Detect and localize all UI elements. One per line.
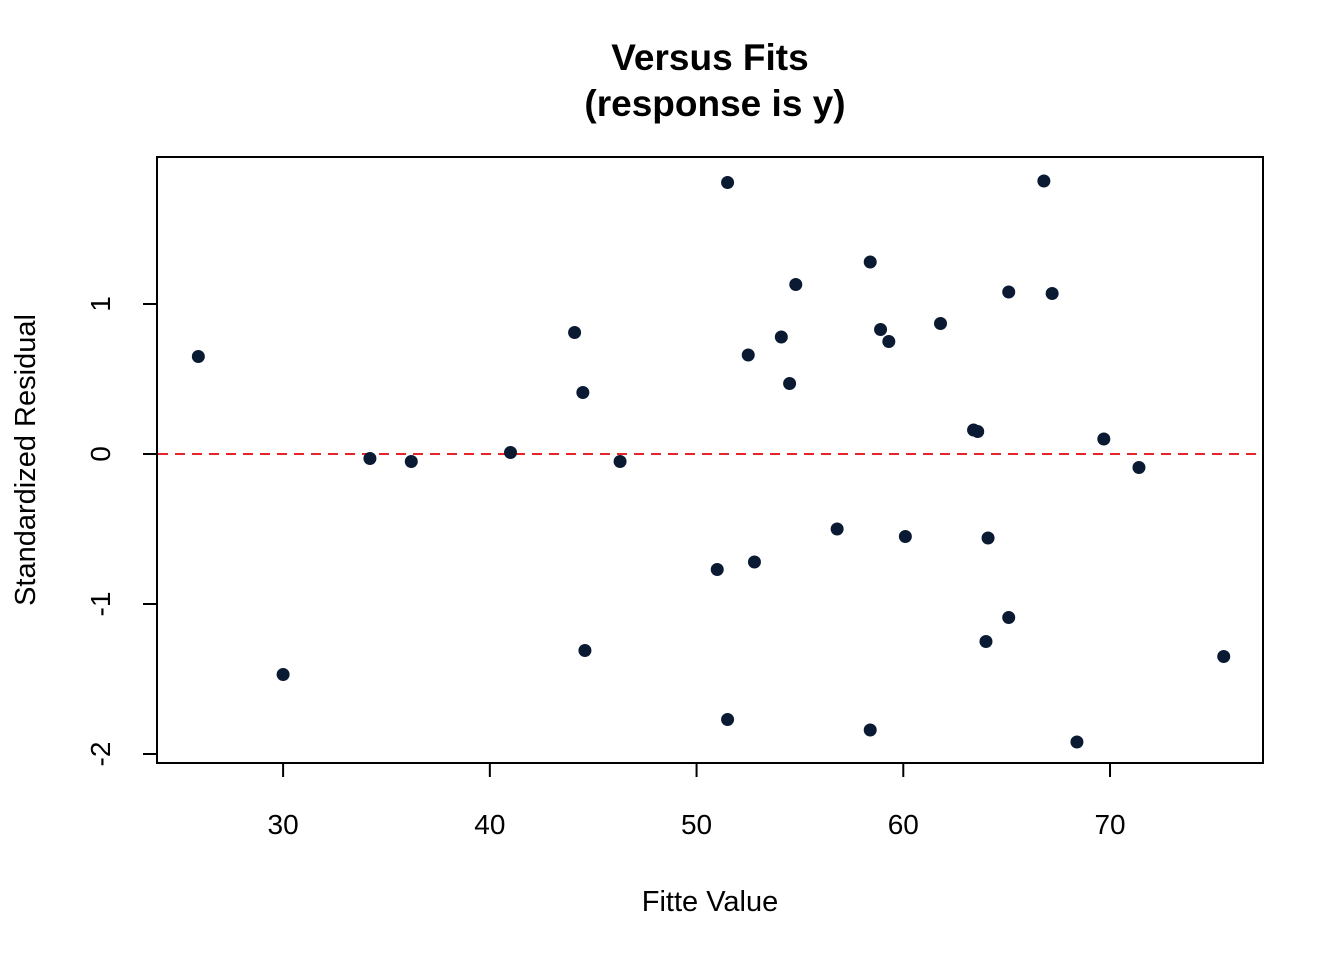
data-point — [774, 330, 788, 344]
x-tick-label: 50 — [681, 809, 712, 840]
y-axis-label: Standardized Residual — [10, 314, 42, 606]
data-point — [710, 563, 724, 576]
data-point — [741, 348, 755, 362]
data-point — [504, 446, 518, 459]
data-point — [1037, 174, 1051, 188]
x-axis: 30 40 50 60 70 — [268, 762, 1126, 840]
y-axis: -2 -1 0 1 — [85, 296, 158, 767]
data-point — [363, 452, 377, 465]
plot-frame — [156, 156, 1264, 764]
data-point — [721, 713, 735, 726]
data-point — [1070, 735, 1084, 749]
data-point — [882, 335, 896, 348]
data-point — [578, 644, 592, 657]
chart-subtitle: (response is y) — [584, 83, 845, 124]
data-point — [404, 455, 418, 468]
data-point — [576, 386, 590, 399]
data-point — [979, 635, 993, 648]
data-point — [191, 350, 205, 363]
data-point — [783, 377, 797, 390]
x-tick-label: 70 — [1094, 809, 1125, 840]
data-point — [1217, 650, 1231, 663]
data-point — [1097, 432, 1111, 446]
data-point — [934, 317, 948, 330]
chart-title: Versus Fits — [611, 37, 808, 78]
data-point — [613, 455, 627, 468]
data-point — [863, 723, 877, 737]
data-point — [276, 668, 290, 681]
y-tick-label: 0 — [85, 446, 116, 462]
data-point — [721, 176, 735, 189]
x-tick-label: 30 — [268, 809, 299, 840]
data-point — [1045, 287, 1059, 300]
data-point — [568, 326, 582, 339]
x-axis-label: Fitte Value — [642, 886, 778, 918]
x-tick-label: 40 — [474, 809, 505, 840]
data-point — [874, 323, 888, 336]
y-tick-label: 1 — [85, 296, 116, 312]
data-point — [789, 278, 803, 291]
data-point — [830, 522, 844, 536]
data-point — [981, 531, 995, 545]
data-point — [1132, 461, 1146, 474]
x-tick-label: 60 — [888, 809, 919, 840]
y-tick-label: -2 — [85, 742, 116, 767]
data-point — [863, 255, 877, 269]
data-point — [898, 530, 912, 543]
data-point — [971, 425, 985, 438]
y-tick-label: -1 — [85, 592, 116, 617]
data-point — [1002, 611, 1016, 624]
data-point — [747, 555, 761, 569]
data-points — [191, 174, 1231, 749]
data-point — [1002, 285, 1016, 299]
